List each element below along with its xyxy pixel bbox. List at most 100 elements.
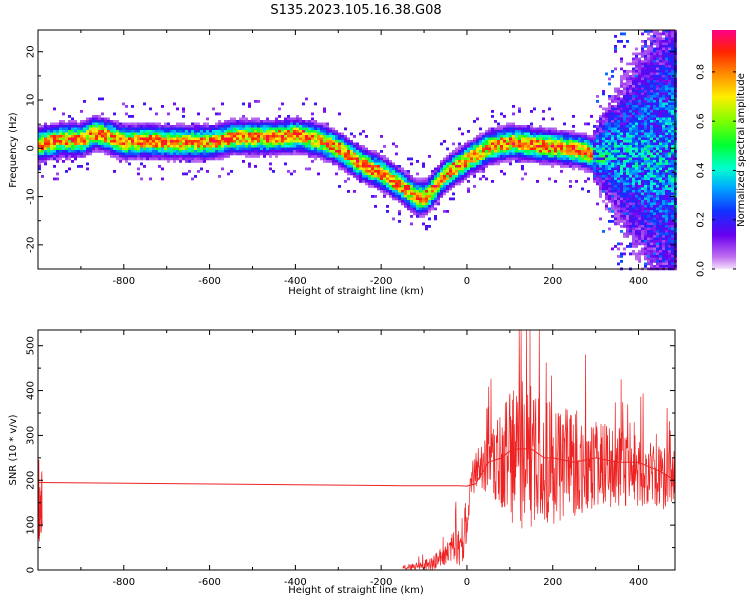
heatmap-cell: [650, 87, 653, 91]
heatmap-cell: [632, 177, 635, 181]
heatmap-cell: [524, 135, 527, 138]
heatmap-cell: [245, 140, 248, 143]
heatmap-cell: [170, 137, 173, 141]
heatmap-cell: [428, 182, 431, 186]
heatmap-cell: [362, 175, 365, 178]
heatmap-cell: [386, 187, 389, 191]
heatmap-cell: [644, 62, 647, 66]
heatmap-cell: [602, 115, 605, 118]
heatmap-cell: [413, 200, 416, 203]
heatmap-cell: [626, 107, 629, 111]
heatmap-cell: [434, 177, 437, 181]
heatmap-cell: [584, 147, 587, 151]
heatmap-cell: [164, 137, 167, 141]
heatmap-cell: [323, 147, 326, 151]
heatmap-cell: [197, 127, 200, 131]
heatmap-cell: [155, 157, 158, 161]
heatmap-cell: [638, 167, 641, 171]
heatmap-cell: [545, 160, 548, 163]
heatmap-cell: [662, 125, 665, 128]
heatmap-cell: [464, 142, 467, 146]
heatmap-cell: [446, 160, 449, 163]
heatmap-cell: [299, 130, 302, 133]
heatmap-cell: [212, 137, 215, 141]
heatmap-cell: [278, 135, 281, 138]
heatmap-cell: [239, 125, 242, 128]
heatmap-cell: [311, 112, 314, 116]
heatmap-cell: [452, 192, 455, 196]
heatmap-cell: [221, 102, 224, 106]
heatmap-cell: [59, 135, 62, 138]
heatmap-cell: [269, 125, 272, 128]
heatmap-cell: [386, 175, 389, 178]
heatmap-cell: [374, 172, 377, 176]
heatmap-cell: [545, 157, 548, 161]
heatmap-cell: [245, 130, 248, 133]
heatmap-cell: [455, 170, 458, 173]
heatmap-cell: [629, 132, 632, 136]
heatmap-cell: [107, 120, 110, 123]
heatmap-cell: [449, 152, 452, 156]
heatmap-cell: [86, 127, 89, 131]
heatmap-cell: [611, 100, 614, 103]
heatmap-cell: [89, 132, 92, 136]
heatmap-cell: [623, 160, 626, 163]
heatmap-cell: [617, 222, 620, 226]
heatmap-cell: [275, 125, 278, 128]
heatmap-cell: [119, 137, 122, 141]
heatmap-cell: [263, 150, 266, 153]
heatmap-cell: [128, 152, 131, 156]
heatmap-cell: [446, 190, 449, 193]
heatmap-cell: [380, 182, 383, 186]
heatmap-cell: [620, 75, 623, 78]
heatmap-cell: [389, 165, 392, 168]
heatmap-cell: [512, 152, 515, 156]
heatmap-cell: [608, 125, 611, 128]
heatmap-cell: [632, 120, 635, 123]
heatmap-cell: [173, 137, 176, 141]
heatmap-cell: [554, 132, 557, 136]
heatmap-cell: [668, 90, 671, 93]
heatmap-cell: [398, 190, 401, 193]
heatmap-cell: [623, 105, 626, 108]
heatmap-cell: [587, 122, 590, 126]
heatmap-cell: [629, 252, 632, 256]
heatmap-cell: [665, 135, 668, 138]
heatmap-cell: [620, 160, 623, 163]
heatmap-cell: [335, 172, 338, 176]
heatmap-cell: [605, 152, 608, 156]
heatmap-cell: [479, 137, 482, 141]
heatmap-cell: [656, 37, 659, 41]
heatmap-cell: [446, 165, 449, 168]
heatmap-cell: [170, 135, 173, 138]
heatmap-cell: [239, 142, 242, 146]
heatmap-cell: [392, 185, 395, 188]
heatmap-cell: [623, 72, 626, 76]
heatmap-cell: [647, 242, 650, 246]
heatmap-cell: [455, 175, 458, 178]
heatmap-cell: [179, 152, 182, 156]
heatmap-cell: [581, 187, 584, 191]
heatmap-cell: [566, 142, 569, 146]
heatmap-cell: [443, 167, 446, 171]
heatmap-cell: [482, 175, 485, 178]
heatmap-cell: [671, 212, 674, 216]
heatmap-cell: [608, 97, 611, 101]
heatmap-cell: [56, 157, 59, 161]
heatmap-cell: [146, 147, 149, 151]
heatmap-cell: [143, 145, 146, 148]
heatmap-cell: [596, 167, 599, 171]
heatmap-cell: [644, 162, 647, 166]
heatmap-cell: [647, 155, 650, 158]
heatmap-cell: [200, 135, 203, 138]
heatmap-cell: [134, 122, 137, 126]
heatmap-cell: [89, 117, 92, 121]
heatmap-cell: [662, 77, 665, 81]
heatmap-cell: [383, 175, 386, 178]
heatmap-cell: [275, 150, 278, 153]
heatmap-cell: [641, 52, 644, 56]
heatmap-cell: [659, 120, 662, 123]
heatmap-cell: [650, 142, 653, 146]
heatmap-cell: [560, 137, 563, 141]
heatmap-cell: [593, 170, 596, 173]
